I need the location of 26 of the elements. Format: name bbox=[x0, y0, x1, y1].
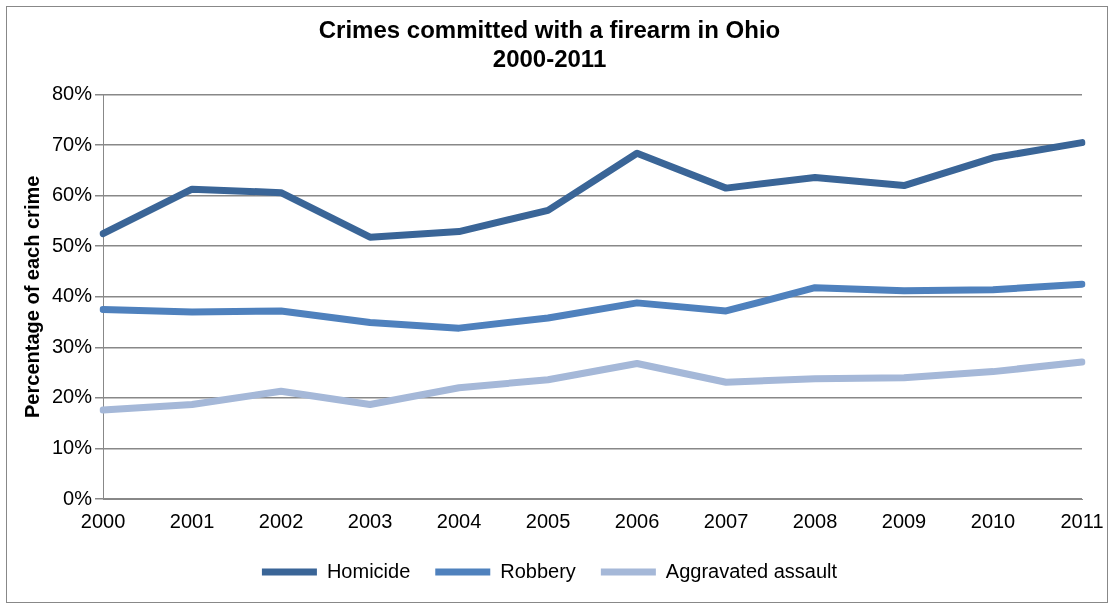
chart-title: Crimes committed with a firearm in Ohio 2000-2011 bbox=[318, 16, 781, 72]
x-tick-label: 2000 bbox=[80, 509, 126, 532]
x-tick-label: 2005 bbox=[525, 509, 571, 532]
y-tick-label: 60% bbox=[52, 183, 93, 206]
x-tick-label: 2006 bbox=[614, 509, 660, 532]
y-tick-label: 30% bbox=[52, 334, 93, 357]
x-tick-label: 2010 bbox=[970, 509, 1016, 532]
x-tick-label: 2011 bbox=[1060, 509, 1104, 532]
x-tick-label: 2001 bbox=[169, 509, 215, 532]
y-tick-label: 70% bbox=[52, 132, 93, 155]
x-tick-label: 2004 bbox=[436, 509, 482, 532]
y-tick-label: 80% bbox=[52, 82, 93, 105]
y-tick-label: 50% bbox=[52, 233, 93, 256]
y-axis-title: Percentage of each crime bbox=[20, 175, 43, 418]
y-tick-label: 10% bbox=[52, 435, 93, 458]
y-tick-label: 0% bbox=[63, 486, 93, 509]
y-tick-label: 40% bbox=[52, 284, 93, 307]
x-tick-label: 2003 bbox=[347, 509, 393, 532]
x-tick-label: 2009 bbox=[881, 509, 927, 532]
legend-label: Homicide bbox=[326, 559, 411, 582]
x-tick-label: 2002 bbox=[258, 509, 304, 532]
legend-label: Robbery bbox=[500, 559, 576, 582]
x-tick-label: 2008 bbox=[792, 509, 838, 532]
y-tick-label: 20% bbox=[52, 385, 93, 408]
legend-label: Aggravated assault bbox=[665, 559, 838, 582]
x-tick-label: 2007 bbox=[703, 509, 749, 532]
